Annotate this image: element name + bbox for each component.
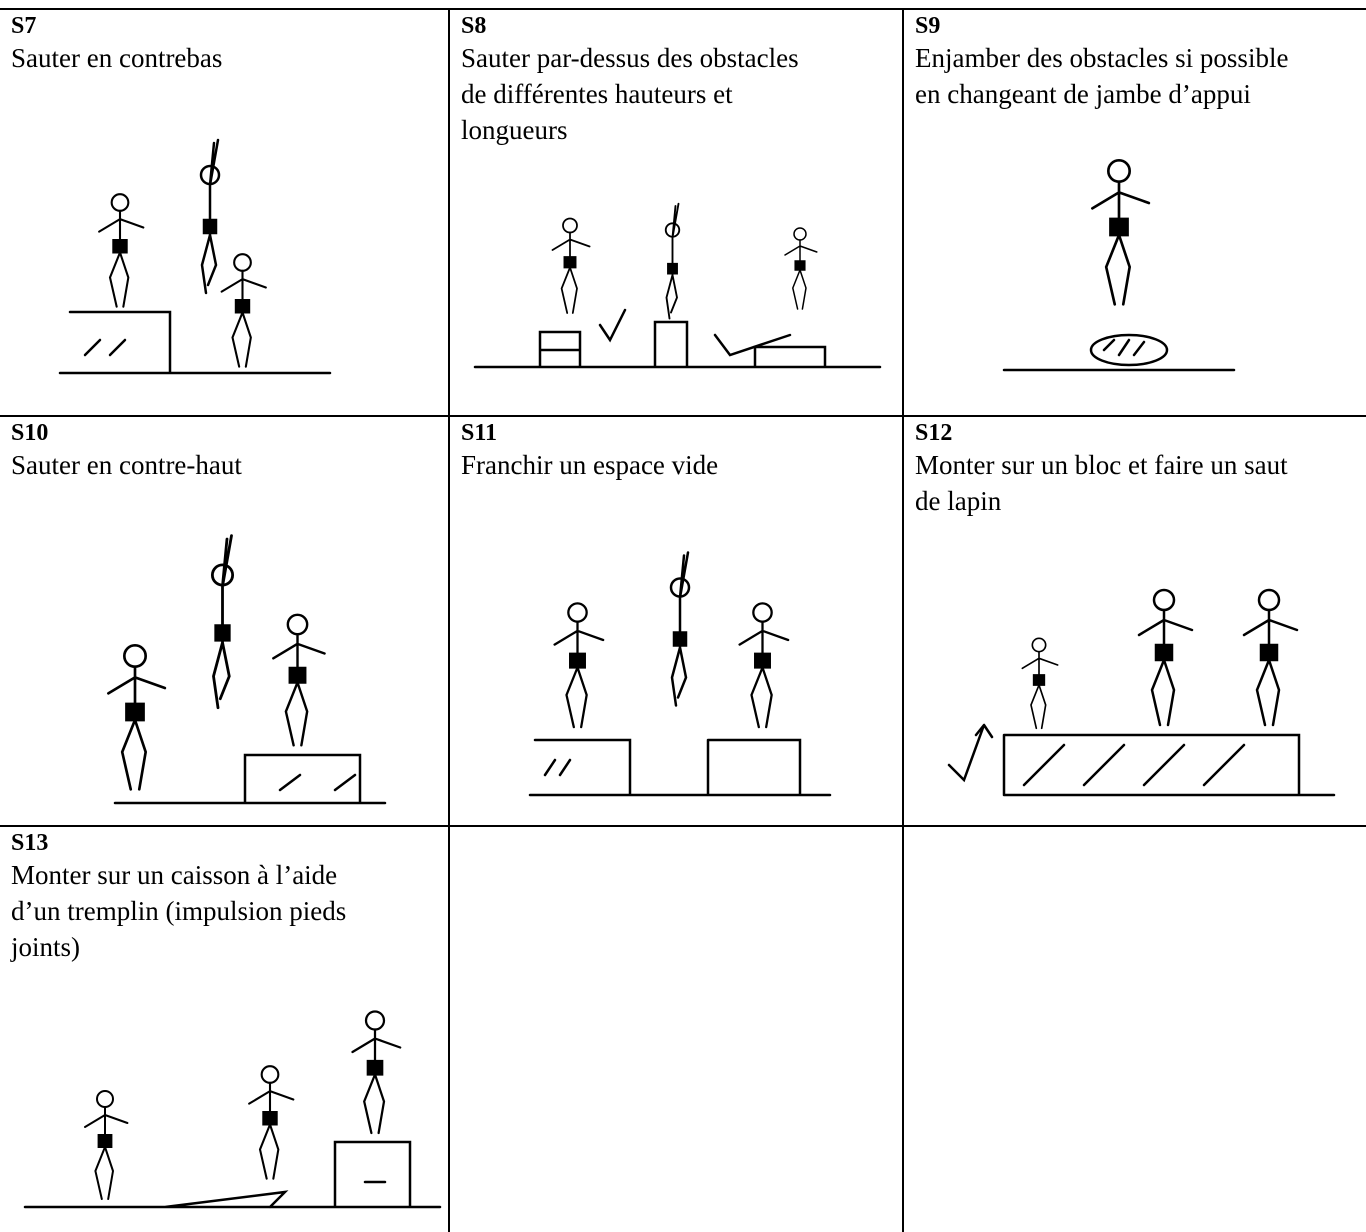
cell-text: de différentes hauteurs et	[461, 79, 733, 109]
cell-text: Sauter par-dessus des obstacles	[461, 43, 799, 73]
cell-text: de lapin	[915, 486, 1002, 516]
cell-text: joints)	[11, 932, 81, 962]
cell-text: d’un tremplin (impulsion pieds	[11, 896, 347, 926]
cell-text: Sauter en contre-haut	[11, 450, 242, 480]
activity-table: S7 Sauter en contrebas S8 Sauter par-des…	[0, 8, 1366, 1232]
cell: S13 Monter sur un caisson à l’aide d’un …	[0, 827, 450, 1232]
cell-code: S8	[461, 13, 487, 39]
cell: S12 Monter sur un bloc et faire un saut …	[904, 417, 1366, 827]
cell-code: S11	[461, 420, 498, 446]
empty-cell	[450, 827, 904, 1232]
cell: S11 Franchir un espace vide	[450, 417, 904, 827]
cell-text: Franchir un espace vide	[461, 450, 719, 480]
cell-text: Sauter en contrebas	[11, 43, 223, 73]
empty-cell	[904, 827, 1366, 1232]
illustration	[58, 138, 332, 375]
cell-code: S7	[11, 13, 37, 39]
cell-text: longueurs	[461, 115, 568, 145]
cell-text: Monter sur un bloc et faire un saut	[915, 450, 1288, 480]
illustration	[947, 588, 1336, 797]
cell-code: S12	[915, 420, 953, 446]
cell: S7 Sauter en contrebas	[0, 10, 450, 417]
cell: S10 Sauter en contre-haut	[0, 417, 450, 827]
cell-text: en changeant de jambe d’appui	[915, 79, 1251, 109]
illustration	[1002, 158, 1236, 372]
cell-code: S13	[11, 830, 49, 856]
illustration	[528, 551, 832, 797]
cell: S8 Sauter par-dessus des obstacles de di…	[450, 10, 904, 417]
cell-code: S9	[915, 13, 941, 39]
cell-text: Enjamber des obstacles si possible	[915, 43, 1289, 73]
cell-text: Monter sur un caisson à l’aide	[11, 860, 338, 890]
illustration	[473, 202, 882, 369]
cell: S9 Enjamber des obstacles si possible en…	[904, 10, 1366, 417]
illustration	[23, 1010, 442, 1209]
illustration	[106, 534, 387, 805]
cell-code: S10	[11, 420, 49, 446]
